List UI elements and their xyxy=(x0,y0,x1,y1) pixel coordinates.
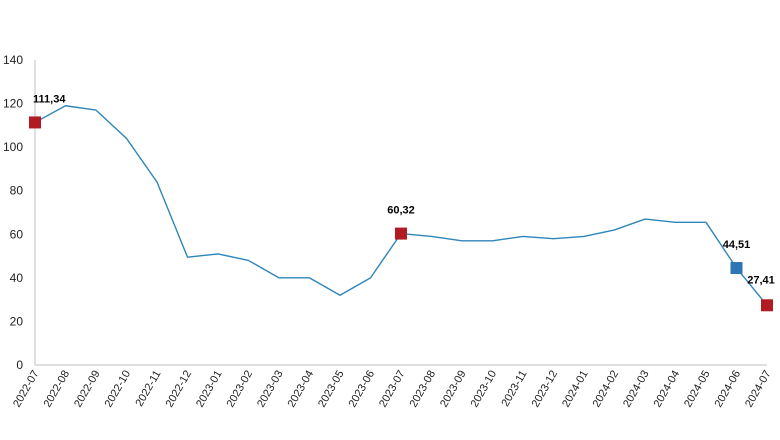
x-tick-label: 2023-02 xyxy=(225,369,256,410)
x-tick-label: 2022-07 xyxy=(11,369,42,410)
x-tick-label: 2024-06 xyxy=(713,369,744,410)
x-axis: 2022-07 2022-08 2022-09 2022-10 2022-11 2022-… xyxy=(11,369,774,410)
x-tick-label: 2024-02 xyxy=(591,369,622,410)
x-tick-label: 2023-07 xyxy=(377,369,408,410)
x-tick-label: 2023-08 xyxy=(408,369,439,410)
y-tick-label: 60 xyxy=(10,227,24,241)
data-label: 60,32 xyxy=(387,205,415,217)
x-tick-label: 2023-05 xyxy=(316,369,347,410)
x-tick-label: 2022-11 xyxy=(133,369,163,409)
highlight-marker xyxy=(761,299,773,312)
y-tick-label: 140 xyxy=(3,53,23,67)
highlight-marker xyxy=(29,116,41,129)
x-tick-label: 2023-06 xyxy=(347,369,378,410)
y-tick-label: 20 xyxy=(10,314,24,328)
x-tick-label: 2023-04 xyxy=(286,369,317,410)
y-tick-label: 100 xyxy=(3,140,23,154)
x-tick-label: 2023-12 xyxy=(530,369,561,410)
x-tick-label: 2024-01 xyxy=(560,369,591,410)
x-tick-label: 2023-01 xyxy=(194,369,225,410)
y-tick-label: 40 xyxy=(10,271,24,285)
data-label: 111,34 xyxy=(33,93,66,105)
x-tick-label: 2024-05 xyxy=(682,369,713,410)
data-label: 44,51 xyxy=(723,239,751,251)
highlight-markers xyxy=(29,116,773,312)
x-tick-label: 2024-03 xyxy=(621,369,652,410)
axis-lines xyxy=(34,60,767,366)
x-tick-label: 2024-04 xyxy=(652,369,683,410)
highlight-marker xyxy=(730,262,743,275)
x-tick-label: 2023-11 xyxy=(499,369,529,409)
x-tick-label: 2023-09 xyxy=(438,369,469,410)
x-tick-label: 2023-03 xyxy=(255,369,286,410)
y-axis: 0 20 40 60 80 100 120 140 xyxy=(3,53,23,372)
x-tick-label: 2022-10 xyxy=(103,369,134,410)
x-tick-label: 2023-10 xyxy=(469,369,500,410)
x-tick-label: 2024-07 xyxy=(743,369,774,410)
y-tick-label: 120 xyxy=(3,97,23,111)
x-tick-label: 2022-09 xyxy=(72,369,103,410)
data-label: 27,41 xyxy=(747,274,775,286)
x-tick-label: 2022-08 xyxy=(42,369,73,410)
x-tick-label: 2022-12 xyxy=(164,369,195,410)
data-labels: 111,34 60,32 44,51 27,41 xyxy=(33,93,775,286)
y-tick-label: 0 xyxy=(16,358,23,372)
highlight-marker xyxy=(395,227,407,240)
y-tick-label: 80 xyxy=(10,184,24,198)
